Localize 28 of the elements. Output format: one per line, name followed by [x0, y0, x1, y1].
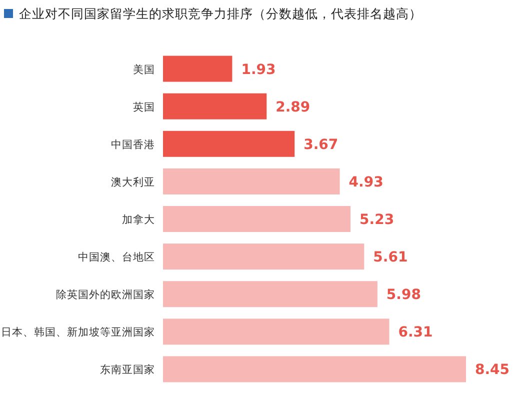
data-label: 5.98 — [386, 287, 421, 304]
bar — [163, 206, 351, 232]
data-label: 8.45 — [475, 362, 510, 378]
y-tick-label: 中国澳、台地区 — [78, 250, 155, 264]
data-label: 5.23 — [360, 212, 394, 228]
y-tick-label: 日本、韩国、新加坡等亚洲国家 — [1, 326, 155, 339]
bar — [163, 244, 364, 270]
data-label: 2.89 — [276, 99, 310, 116]
bar — [163, 93, 267, 120]
bar — [163, 356, 466, 382]
y-tick-label: 美国 — [133, 62, 155, 76]
bar — [163, 56, 232, 82]
bar — [163, 281, 378, 308]
data-label: 3.67 — [304, 136, 338, 153]
y-tick-label: 中国香港 — [111, 138, 155, 151]
data-label: 5.61 — [373, 250, 408, 266]
bar — [163, 130, 295, 157]
data-label: 6.31 — [398, 324, 433, 341]
y-tick-label: 东南亚国家 — [100, 363, 155, 376]
y-tick-label: 英国 — [133, 100, 155, 114]
y-tick-label: 加拿大 — [122, 213, 155, 226]
y-tick-label: 除英国外的欧洲国家 — [56, 288, 155, 302]
bar — [163, 168, 340, 194]
bar — [163, 318, 390, 345]
chart-title: 企业对不同国家留学生的求职竞争力排序（分数越低，代表排名越高） — [19, 6, 422, 21]
y-tick-label: 澳大利亚 — [111, 175, 155, 188]
data-label: 4.93 — [348, 174, 384, 190]
data-label: 1.93 — [241, 62, 276, 78]
